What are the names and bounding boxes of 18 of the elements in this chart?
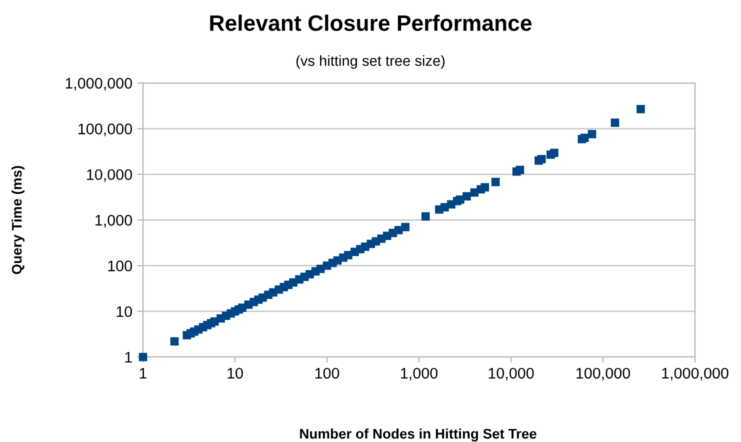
y-tick-label: 1,000,000 bbox=[66, 78, 132, 90]
x-tick-label: 100 bbox=[315, 368, 340, 379]
y-tick-label: 10,000 bbox=[87, 169, 132, 182]
x-tick-label: 100,000 bbox=[576, 368, 630, 380]
chart-subtitle: (vs hitting set tree size) bbox=[296, 55, 445, 69]
x-tick-label: 1,000 bbox=[401, 368, 438, 380]
y-tick-label: 100,000 bbox=[78, 124, 132, 136]
y-tick-label: 1,000 bbox=[96, 214, 132, 228]
y-tick-label: 100 bbox=[108, 260, 132, 272]
chart-title: Relevant Closure Performance bbox=[210, 14, 532, 31]
x-tick-label: 1 bbox=[140, 368, 147, 378]
x-tick-label: 10,000 bbox=[488, 368, 534, 380]
x-axis-title: Number of Nodes in Hitting Set Tree bbox=[300, 428, 536, 442]
x-tick-label: 10 bbox=[228, 368, 243, 379]
x-tick-label: 1,000,000 bbox=[662, 368, 728, 380]
y-tick-label: 10 bbox=[116, 306, 132, 318]
y-tick-label: 1 bbox=[125, 352, 132, 363]
y-axis-title: Query Time (ms) bbox=[12, 166, 24, 274]
